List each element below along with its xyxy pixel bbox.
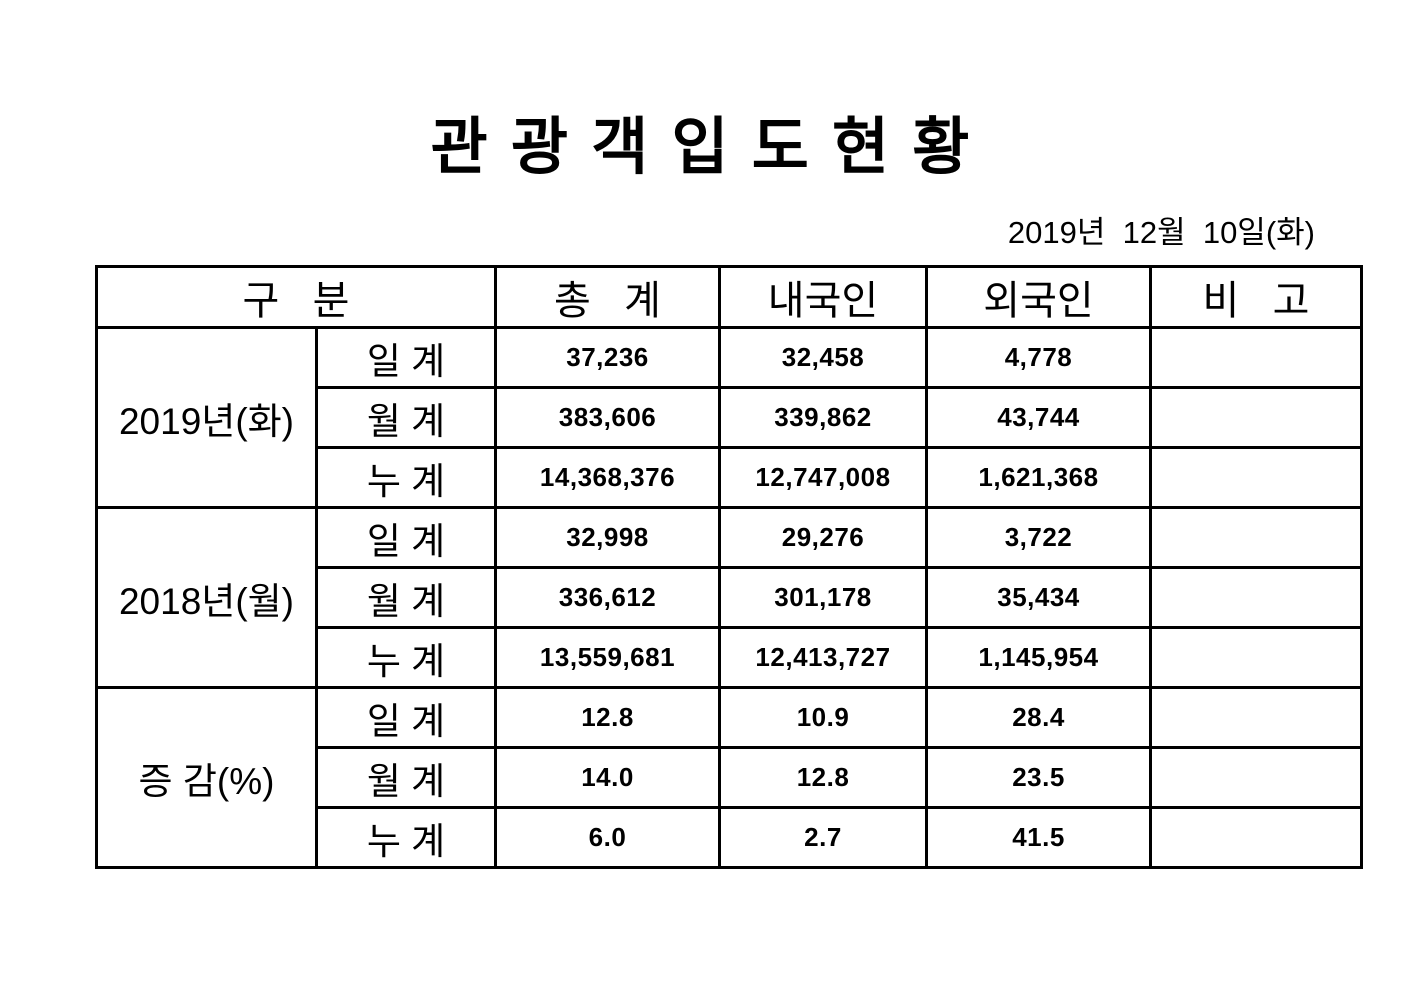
cell-total: 6.0	[494, 806, 721, 869]
header-domestic: 내국인	[718, 265, 928, 329]
cell-total: 13,559,681	[494, 626, 721, 689]
table-row: 월 계 336,612 301,178 35,434	[97, 566, 1363, 629]
cell-domestic: 301,178	[718, 566, 928, 629]
group-label-2018: 2018년(월)	[95, 506, 318, 689]
cell-domestic: 12.8	[718, 746, 928, 809]
row-label: 월 계	[315, 566, 497, 629]
cell-total: 383,606	[494, 386, 721, 449]
table-row: 누 계 14,368,376 12,747,008 1,621,368	[97, 446, 1363, 509]
cell-foreign: 41.5	[925, 806, 1152, 869]
cell-total: 12.8	[494, 686, 721, 749]
cell-remarks	[1149, 386, 1363, 449]
table-row: 2018년(월) 일 계 32,998 29,276 3,722	[95, 506, 1363, 689]
cell-foreign: 4,778	[925, 326, 1152, 389]
cell-foreign: 23.5	[925, 746, 1152, 809]
cell-domestic: 32,458	[718, 326, 928, 389]
cell-foreign: 1,145,954	[925, 626, 1152, 689]
group-label-2019: 2019년(화)	[95, 326, 318, 509]
cell-domestic: 2.7	[718, 806, 928, 869]
cell-total: 336,612	[494, 566, 721, 629]
row-label: 일 계	[315, 506, 497, 569]
cell-foreign: 1,621,368	[925, 446, 1152, 509]
cell-remarks	[1149, 326, 1363, 389]
cell-foreign: 28.4	[925, 686, 1152, 749]
cell-remarks	[1149, 686, 1363, 749]
cell-foreign: 43,744	[925, 386, 1152, 449]
cell-remarks	[1149, 506, 1363, 569]
header-remarks: 비 고	[1149, 265, 1363, 329]
row-label: 누 계	[315, 806, 497, 869]
table-row: 월 계 383,606 339,862 43,744	[97, 386, 1363, 449]
table-row: 누 계 6.0 2.7 41.5	[97, 806, 1363, 869]
row-label: 일 계	[315, 326, 497, 389]
row-label: 일 계	[315, 686, 497, 749]
report-date: 2019년 12월 10일(화)	[1007, 215, 1315, 250]
group-label-change: 증 감(%)	[95, 686, 318, 869]
row-label: 월 계	[315, 746, 497, 809]
cell-foreign: 3,722	[925, 506, 1152, 569]
row-label: 누 계	[315, 626, 497, 689]
cell-domestic: 12,747,008	[718, 446, 928, 509]
header-foreign: 외국인	[925, 265, 1152, 329]
cell-remarks	[1149, 626, 1363, 689]
row-label: 누 계	[315, 446, 497, 509]
arrivals-table: 구 분 총 계 내국인 외국인 비 고 2019년(화) 일 계 37,236 …	[95, 265, 1363, 869]
cell-remarks	[1149, 806, 1363, 869]
cell-total: 37,236	[494, 326, 721, 389]
header-row: 구 분 총 계 내국인 외국인 비 고	[95, 265, 1363, 329]
cell-domestic: 339,862	[718, 386, 928, 449]
cell-total: 14.0	[494, 746, 721, 809]
cell-domestic: 29,276	[718, 506, 928, 569]
cell-domestic: 12,413,727	[718, 626, 928, 689]
table-row: 누 계 13,559,681 12,413,727 1,145,954	[97, 626, 1363, 689]
table-row: 월 계 14.0 12.8 23.5	[97, 746, 1363, 809]
cell-foreign: 35,434	[925, 566, 1152, 629]
cell-total: 14,368,376	[494, 446, 721, 509]
cell-remarks	[1149, 566, 1363, 629]
cell-domestic: 10.9	[718, 686, 928, 749]
cell-remarks	[1149, 446, 1363, 509]
table-row: 2019년(화) 일 계 37,236 32,458 4,778	[95, 326, 1363, 509]
table-row: 증 감(%) 일 계 12.8 10.9 28.4	[95, 686, 1363, 869]
header-category: 구 분	[95, 265, 497, 329]
page-title: 관 광 객 입 도 현 황	[430, 113, 973, 182]
header-total: 총 계	[494, 265, 721, 329]
cell-total: 32,998	[494, 506, 721, 569]
cell-remarks	[1149, 746, 1363, 809]
row-label: 월 계	[315, 386, 497, 449]
